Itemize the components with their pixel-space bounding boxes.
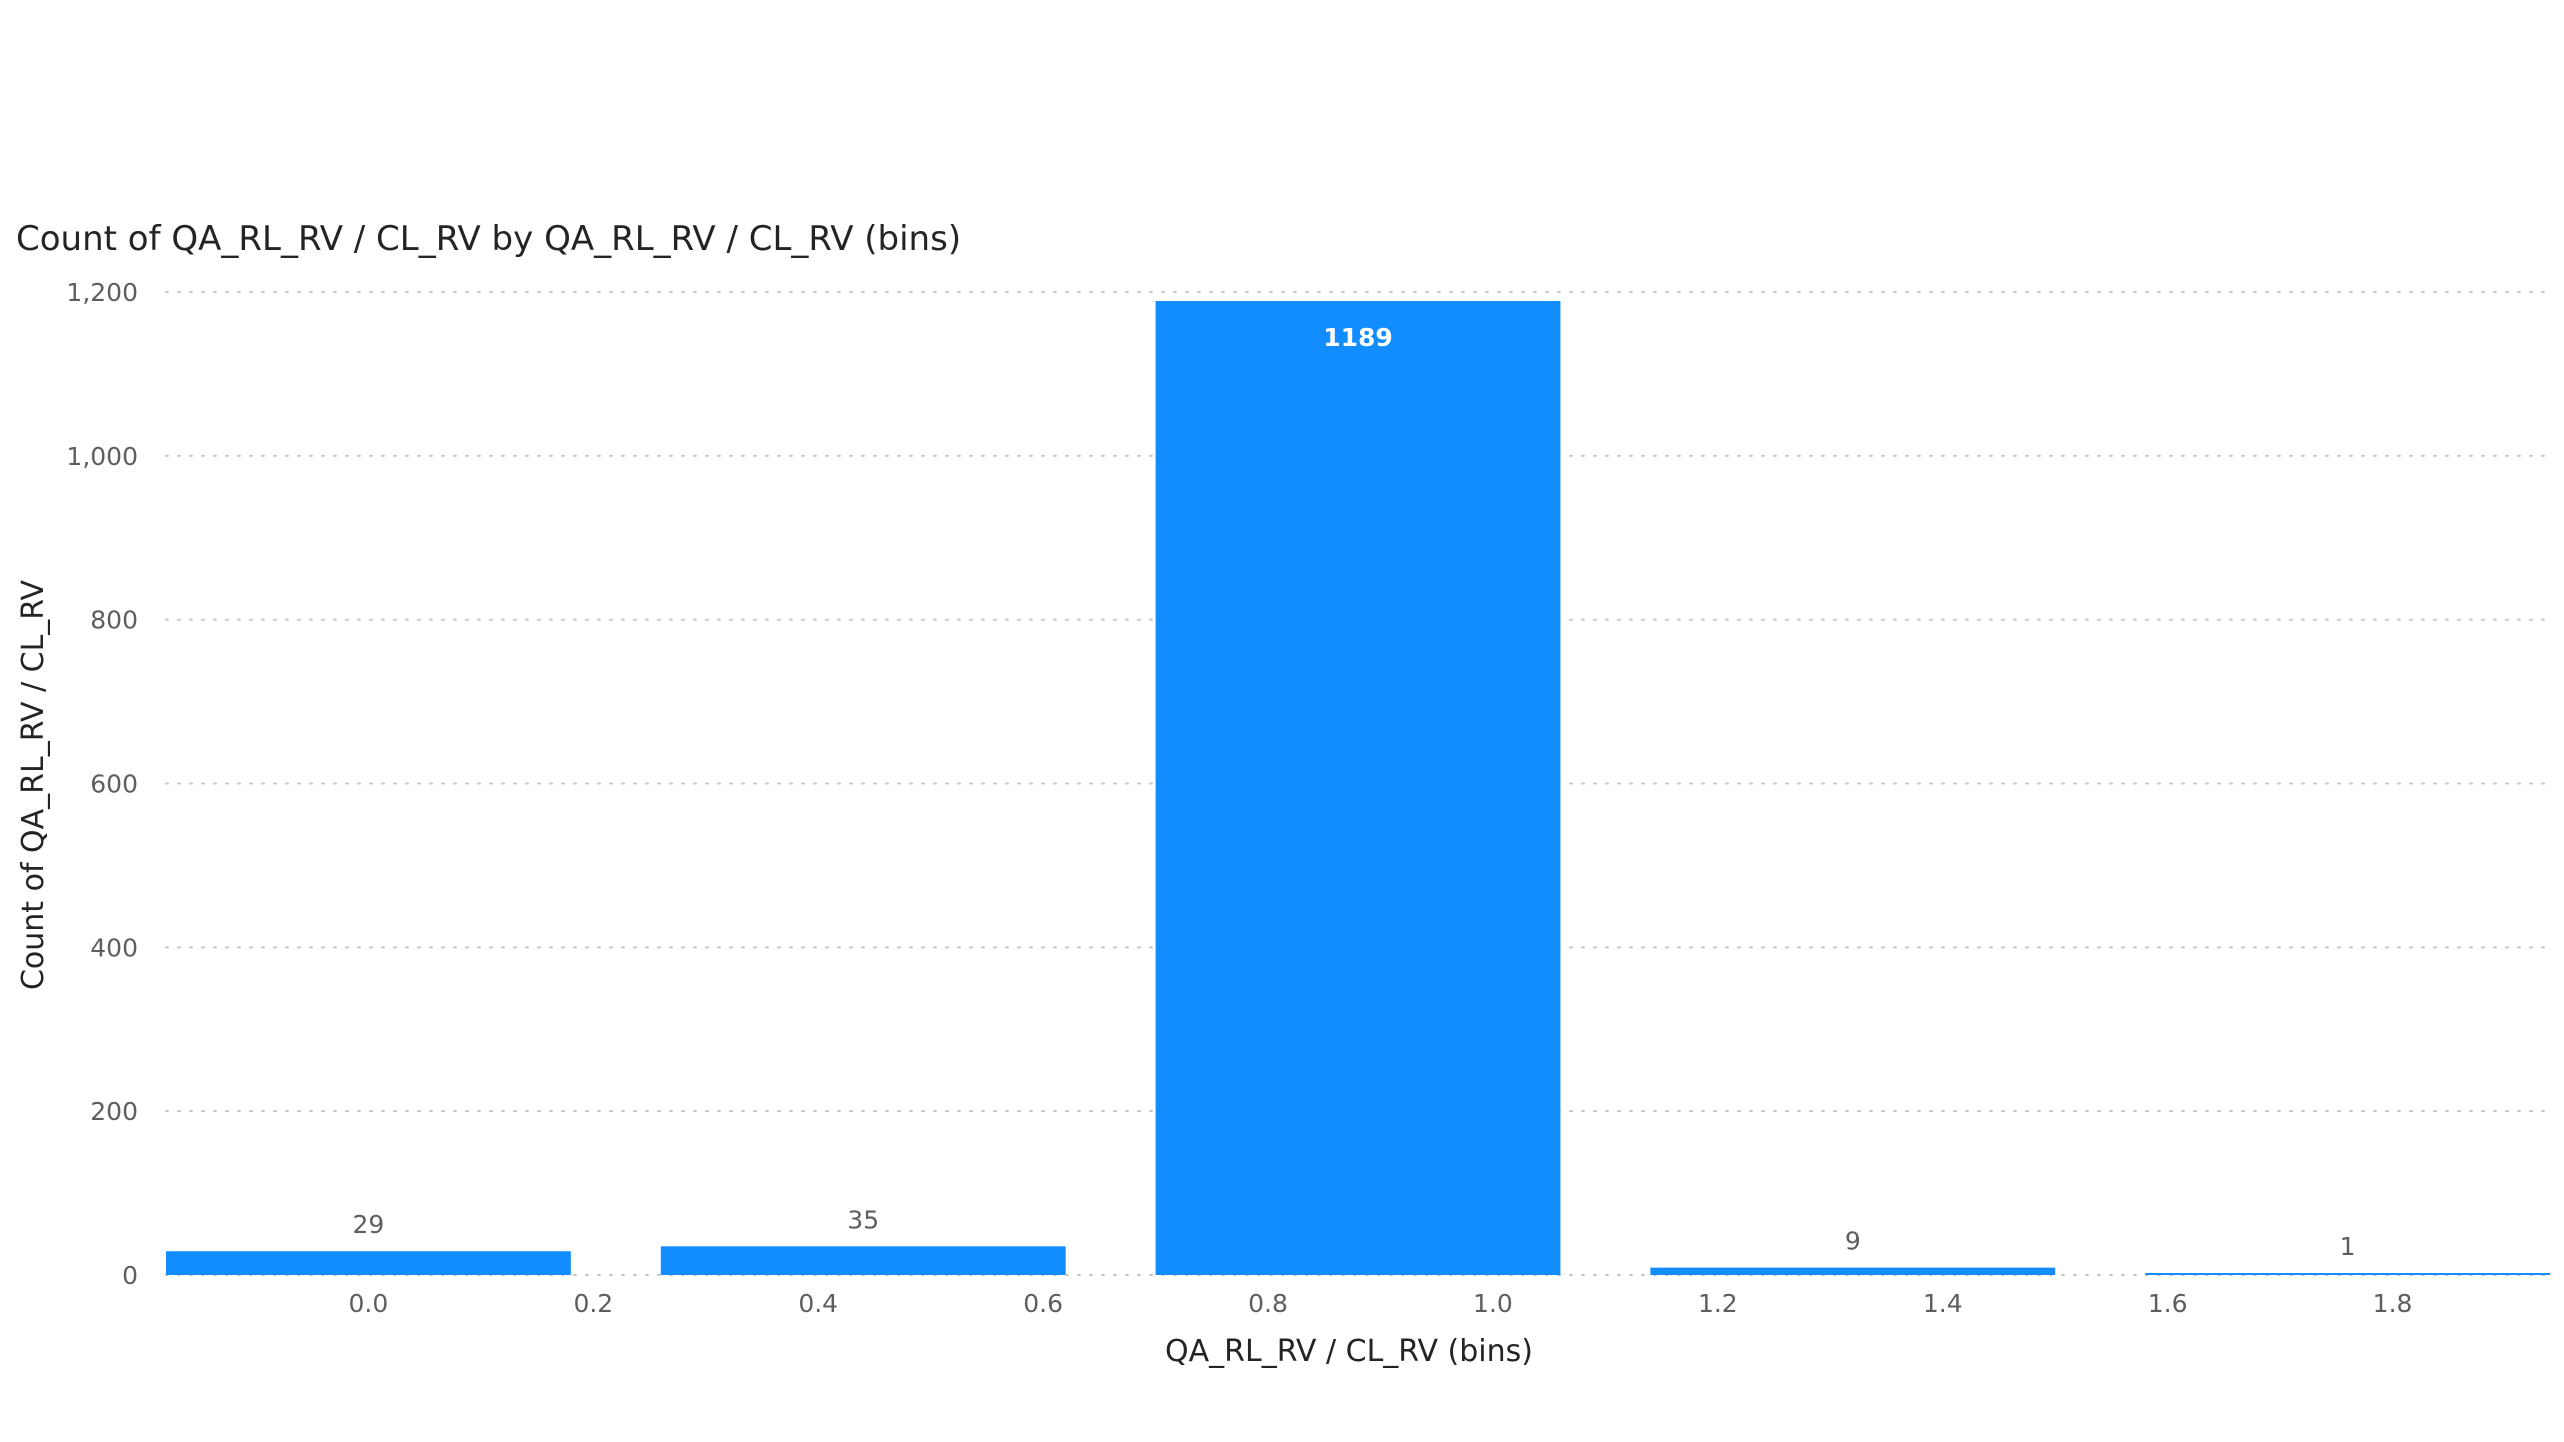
x-tick-label: 1.4 [1923,1289,1963,1318]
x-tick-label: 1.0 [1473,1289,1513,1318]
x-tick-label: 0.8 [1248,1289,1288,1318]
chart-title: Count of QA_RL_RV / CL_RV by QA_RL_RV / … [16,219,961,259]
y-axis: 0 200 400 600 800 1,000 1,200 [66,278,138,1290]
y-tick-label: 1,200 [66,278,138,307]
bar[interactable] [2145,1273,2550,1275]
x-axis-title: QA_RL_RV / CL_RV (bins) [1165,1334,1533,1369]
data-label: 1189 [1323,323,1393,352]
y-axis-title: Count of QA_RL_RV / CL_RV [16,579,51,990]
data-label: 29 [353,1210,385,1239]
bar[interactable] [1155,301,1561,1275]
x-tick-label: 0.4 [798,1289,838,1318]
x-tick-label: 0.2 [573,1289,613,1318]
y-tick-label: 800 [90,606,138,635]
data-label: 9 [1845,1227,1861,1256]
x-tick-label: 1.6 [2148,1289,2188,1318]
y-tick-label: 600 [90,770,138,799]
y-tick-label: 400 [90,933,138,962]
x-tick-label: 0.0 [349,1289,389,1318]
x-tick-label: 1.2 [1698,1289,1738,1318]
y-tick-label: 1,000 [66,442,138,471]
y-tick-label: 0 [122,1261,138,1290]
x-tick-label: 1.8 [2373,1289,2413,1318]
x-axis: 0.0 0.2 0.4 0.6 0.8 1.0 1.2 1.4 1.6 1.8 [349,1289,2413,1318]
data-label: 35 [847,1205,879,1234]
bars: 29 35 1189 9 1 [166,301,2550,1275]
bar[interactable] [660,1246,1066,1275]
bar[interactable] [166,1251,571,1275]
bar[interactable] [1650,1267,2056,1275]
x-tick-label: 0.6 [1023,1289,1063,1318]
data-label: 1 [2340,1232,2356,1261]
y-tick-label: 200 [90,1097,138,1126]
